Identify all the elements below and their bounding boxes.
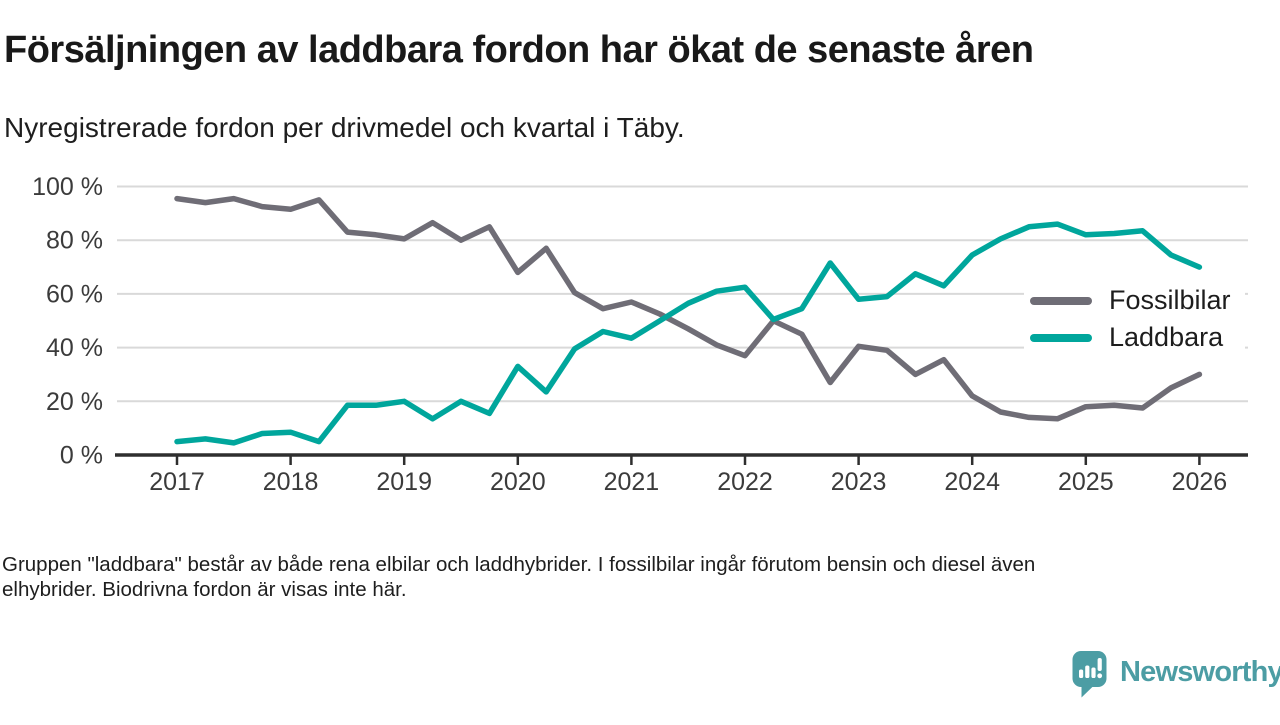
legend-item-laddbara: Laddbara [1030, 319, 1231, 356]
footnote-line-1: Gruppen "laddbara" består av både rena e… [2, 553, 1036, 576]
y-axis-tick-label: 20 % [46, 388, 103, 416]
chart-legend: Fossilbilar Laddbara [1024, 280, 1245, 358]
y-axis-tick-label: 40 % [46, 334, 103, 362]
x-axis-tick-label: 2024 [944, 468, 1000, 496]
x-axis-tick-label: 2023 [831, 468, 887, 496]
series-line-laddbara [174, 221, 1203, 446]
y-axis-tick-label: 100 % [32, 173, 103, 201]
x-axis-tick-label: 2017 [149, 468, 205, 496]
legend-label-laddbara: Laddbara [1109, 322, 1224, 352]
newsworthy-logo: Newsworthy [1072, 650, 1280, 699]
newsworthy-logo-text: Newsworthy [1120, 656, 1280, 688]
page-title: Försäljningen av laddbara fordon har öka… [4, 29, 1034, 71]
y-axis-tick-label: 80 % [46, 227, 103, 255]
x-axis-tick-label: 2026 [1172, 468, 1228, 496]
chart-subtitle: Nyregistrerade fordon per drivmedel och … [4, 112, 685, 143]
x-axis-tick-label: 2019 [376, 468, 432, 496]
legend-swatch-laddbara [1030, 333, 1092, 342]
footnote-line-2: elhybrider. Biodrivna fordon är visas in… [2, 578, 407, 601]
y-axis-tick-label: 0 % [60, 442, 103, 470]
y-axis-tick-label: 60 % [46, 280, 103, 308]
x-axis-tick-label: 2021 [604, 468, 660, 496]
x-axis-tick-label: 2020 [490, 468, 546, 496]
legend-swatch-fossilbilar [1030, 296, 1092, 305]
x-axis-tick-label: 2022 [717, 468, 773, 496]
series-line-fossilbilar [174, 195, 1203, 422]
chart-footnote: Gruppen "laddbara" består av både rena e… [2, 552, 1035, 602]
legend-label-fossilbilar: Fossilbilar [1109, 285, 1231, 315]
legend-item-fossilbilar: Fossilbilar [1030, 282, 1231, 319]
x-axis-tick-label: 2018 [263, 468, 319, 496]
newsworthy-speech-bubble-chart-icon [1072, 651, 1107, 698]
x-axis-tick-label: 2025 [1058, 468, 1114, 496]
